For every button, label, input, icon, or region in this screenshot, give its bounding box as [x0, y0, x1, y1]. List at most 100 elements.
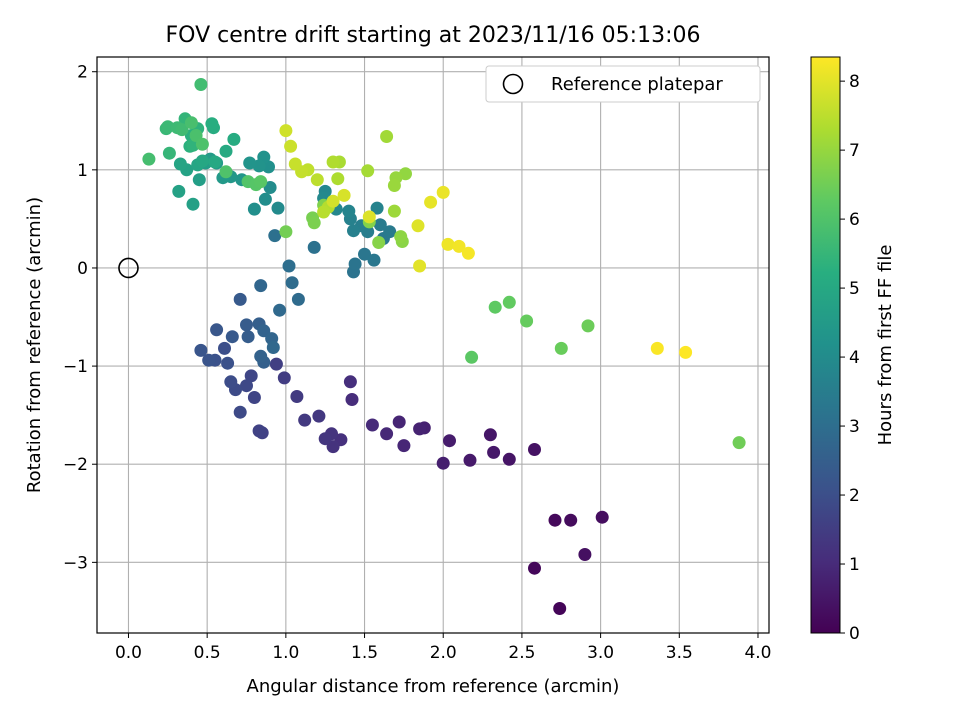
- data-point: [578, 548, 592, 561]
- data-point: [318, 432, 332, 446]
- data-point: [271, 201, 285, 215]
- data-point: [441, 237, 455, 251]
- data-point: [194, 78, 208, 91]
- data-point: [502, 295, 516, 309]
- data-point: [387, 179, 401, 192]
- data-point: [241, 330, 255, 344]
- reference-marker: [118, 257, 139, 279]
- legend-label: Reference platepar: [551, 74, 723, 95]
- data-point: [195, 154, 209, 168]
- y-axis-ticks: −3 −2 −1 0 1 2: [63, 63, 97, 573]
- data-point: [358, 247, 371, 261]
- data-point: [307, 216, 321, 230]
- data-point: [285, 276, 299, 290]
- x-tick-label: 3.5: [666, 643, 693, 663]
- data-point: [279, 225, 293, 239]
- data-point: [208, 155, 222, 169]
- data-point: [380, 427, 394, 441]
- data-point: [172, 184, 186, 198]
- data-point: [581, 319, 595, 333]
- x-tick-label: 4.0: [744, 643, 771, 663]
- data-point: [266, 341, 280, 354]
- data-point: [483, 428, 497, 442]
- data-point: [548, 513, 562, 527]
- data-point: [347, 224, 360, 238]
- colorbar-tick-label: 0: [849, 624, 860, 644]
- data-point: [205, 117, 219, 131]
- data-point: [279, 124, 293, 138]
- data-point: [161, 120, 175, 134]
- data-point: [553, 602, 567, 615]
- colorbar-tick-label: 5: [849, 279, 860, 299]
- data-point: [192, 173, 206, 187]
- data-point: [461, 246, 475, 260]
- data-point: [227, 132, 241, 146]
- colorbar-tick-label: 7: [849, 141, 860, 161]
- data-point: [194, 343, 208, 357]
- data-point: [202, 353, 216, 367]
- data-point: [595, 510, 609, 524]
- data-point: [284, 139, 298, 153]
- y-tick-label: −2: [63, 455, 88, 475]
- colorbar-tick-label: 1: [849, 555, 860, 575]
- data-point: [243, 156, 257, 170]
- data-point: [262, 160, 275, 174]
- colorbar-tick-label: 8: [849, 72, 860, 92]
- x-axis-ticks: 0.0 0.5 1.0 1.5 2.0 2.5 3.0 3.5 4.0: [115, 633, 772, 663]
- data-point: [372, 236, 386, 249]
- data-point: [488, 300, 502, 314]
- data-point: [331, 172, 345, 186]
- data-point: [254, 175, 268, 189]
- data-point: [342, 204, 356, 218]
- data-point: [142, 152, 156, 166]
- data-point: [424, 195, 438, 209]
- x-tick-label: 0.5: [194, 643, 221, 663]
- data-point: [210, 323, 224, 337]
- data-point: [383, 225, 397, 239]
- data-point: [186, 197, 200, 211]
- data-point: [502, 452, 516, 466]
- data-point: [373, 218, 387, 232]
- data-point: [392, 415, 406, 429]
- data-point: [528, 561, 541, 575]
- data-point: [380, 130, 394, 143]
- data-point: [195, 137, 209, 151]
- legend-marker: [502, 73, 524, 95]
- data-point: [337, 188, 351, 202]
- data-point: [247, 202, 261, 216]
- data-point: [397, 439, 411, 453]
- x-tick-label: 1.5: [351, 643, 378, 663]
- colorbar-tick-label: 3: [849, 417, 860, 437]
- data-points: [142, 78, 746, 615]
- data-point: [221, 356, 235, 370]
- data-point: [394, 230, 408, 244]
- data-point: [436, 456, 450, 470]
- data-point: [273, 303, 287, 317]
- data-point: [254, 279, 268, 293]
- colorbar-tick-label: 6: [849, 210, 860, 230]
- colorbar-label: Hours from first FF file: [875, 245, 896, 446]
- data-point: [186, 138, 200, 152]
- data-point: [520, 314, 534, 328]
- data-point: [362, 210, 376, 224]
- data-point: [269, 357, 283, 371]
- data-point: [175, 123, 189, 137]
- data-point: [487, 445, 501, 459]
- data-point: [240, 379, 253, 393]
- data-point: [233, 405, 247, 419]
- x-tick-label: 2.0: [430, 643, 457, 663]
- x-tick-label: 1.0: [272, 643, 299, 663]
- y-tick-label: 2: [77, 63, 88, 83]
- x-tick-label: 3.0: [587, 643, 614, 663]
- data-point: [528, 443, 541, 456]
- data-point: [173, 157, 187, 171]
- data-point: [650, 341, 664, 355]
- data-point: [291, 292, 305, 306]
- data-point: [343, 375, 357, 389]
- legend: Reference platepar: [485, 65, 761, 103]
- data-point: [225, 330, 239, 344]
- data-point: [413, 422, 427, 436]
- colorbar-ticks: 0 1 2 3 4 5 6 7 8: [840, 72, 860, 644]
